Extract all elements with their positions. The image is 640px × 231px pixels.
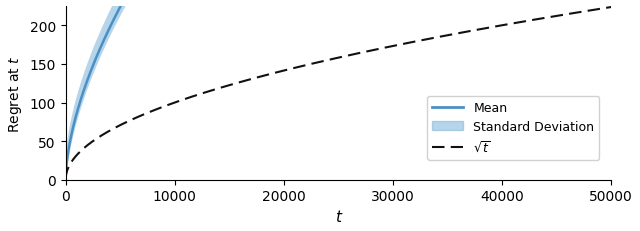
Legend: Mean, Standard Deviation, $\sqrt{t}$: Mean, Standard Deviation, $\sqrt{t}$ bbox=[428, 97, 600, 160]
X-axis label: t: t bbox=[335, 209, 341, 224]
Y-axis label: Regret at $t$: Regret at $t$ bbox=[7, 55, 24, 132]
